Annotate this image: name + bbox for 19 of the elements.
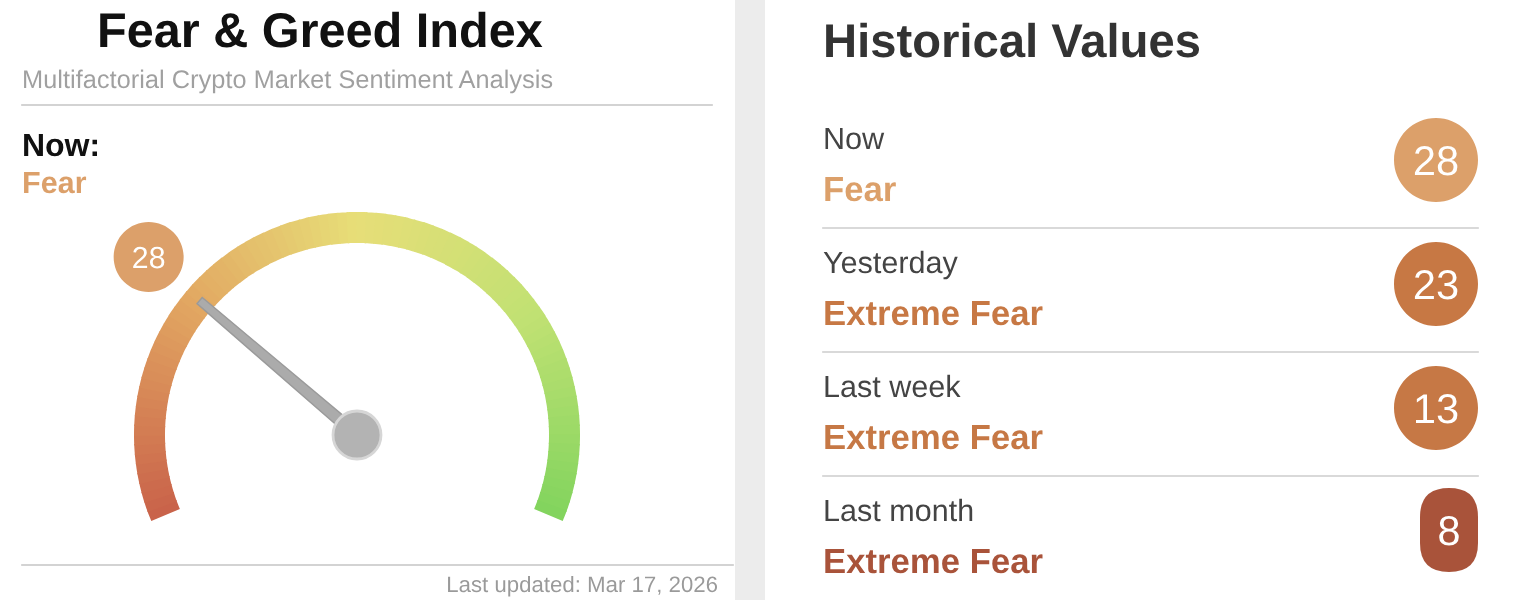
data-label: 13: [1416, 394, 1458, 424]
category-label: Yesterday: [823, 250, 958, 280]
text: Extreme Fear: [825, 301, 1043, 326]
text: Fear & Greed Index: [100, 11, 543, 48]
text: Extreme Fear: [825, 425, 1043, 450]
text: Fear: [24, 171, 87, 194]
text: Multifactorial Crypto Market Sentiment Analysis: [24, 69, 553, 94]
category-label: Last month: [825, 498, 973, 522]
data-label: 23: [1414, 270, 1458, 300]
text: Fear: [825, 177, 896, 202]
data-label: 28: [133, 246, 165, 269]
text: Now:: [24, 134, 97, 157]
text: Extreme Fear: [825, 549, 1043, 574]
data-label: 8: [1439, 516, 1459, 546]
text: Last updated: Mar 17, 2026: [448, 575, 718, 597]
category-label: Last week: [825, 374, 961, 398]
data-label: 28: [1414, 146, 1458, 176]
text: Historical Values: [826, 22, 1200, 58]
category-label: Now: [825, 127, 885, 150]
